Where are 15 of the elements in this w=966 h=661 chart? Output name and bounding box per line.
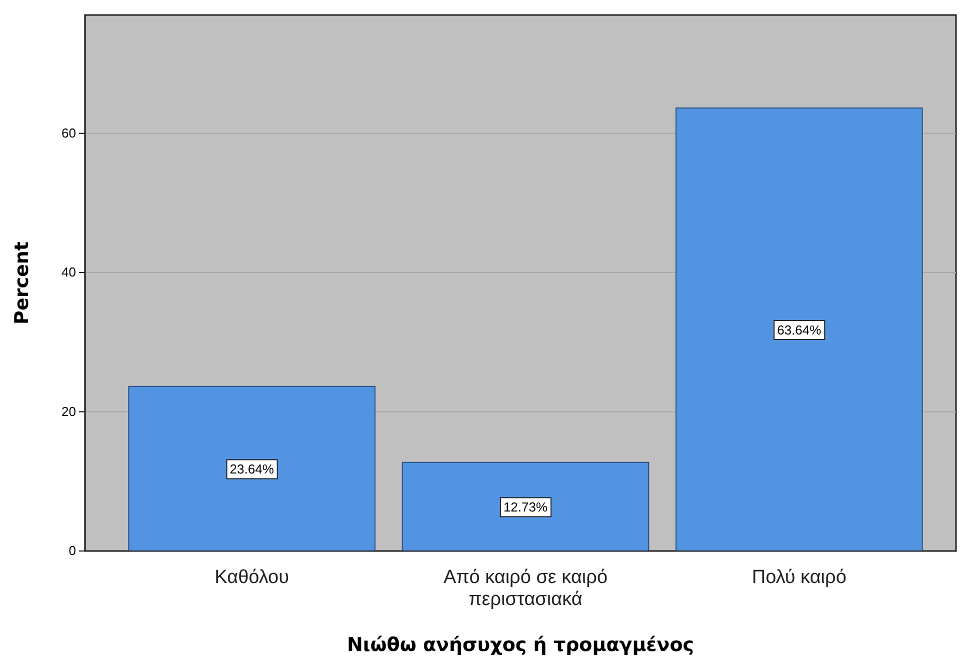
y-axis-title: Percent (11, 242, 33, 324)
y-tick-label: 20 (62, 404, 76, 419)
data-label: 12.73% (503, 500, 548, 515)
y-tick-label: 60 (62, 126, 76, 140)
x-axis-title: Νιώθω ανήσυχος ή τρομαγμένος (346, 634, 694, 656)
bar (676, 108, 923, 552)
y-tick-label: 40 (62, 264, 76, 280)
bar (128, 386, 376, 552)
data-label: 63.64% (777, 322, 822, 338)
y-tick-label: 0 (68, 543, 76, 558)
x-tick-label: Πολύ καιρό (752, 567, 846, 588)
bar (402, 462, 650, 552)
data-label: 23.64% (230, 462, 274, 477)
x-tick-label: Καθόλου (214, 567, 290, 588)
x-tick-label: Από καιρό σε καιρό περιστασιακά (443, 567, 608, 610)
